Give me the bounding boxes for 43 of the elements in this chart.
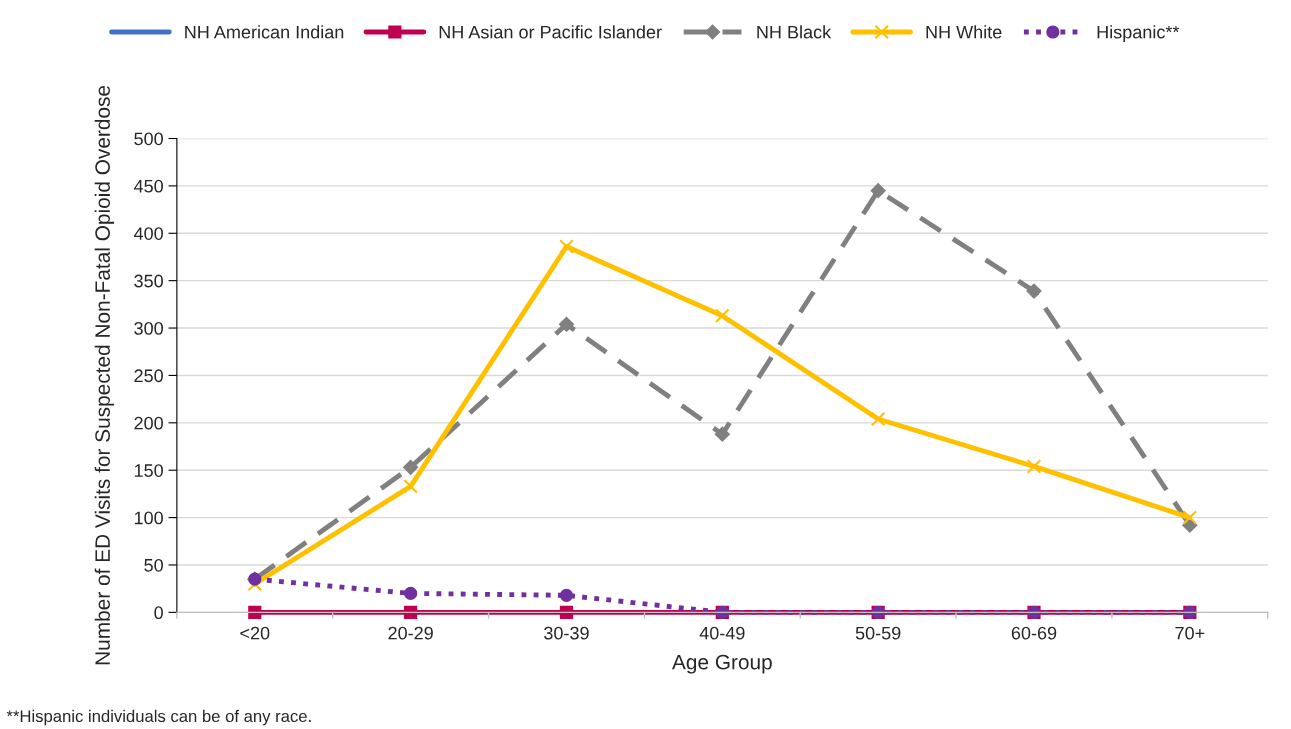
point [714,426,730,442]
y-axis-title: Number of ED Visits for Suspected Non-Fatal Opioid Overdose [94,85,115,665]
point [404,605,418,619]
point [870,411,886,427]
y-tick-label: 350 [134,274,163,288]
point [248,605,262,619]
y-tick-label: 500 [134,132,163,146]
point [559,605,574,619]
point [559,316,574,332]
x-axis-title: Age Group [671,654,772,674]
x-tick-label: 20-29 [388,626,433,640]
x-tick-label: 30-39 [544,626,589,640]
y-tick-label: 400 [133,227,163,240]
y-tick-label: 200 [134,416,163,430]
legend-label: Hispanic** [1097,25,1180,43]
y-tick-label: 250 [134,369,163,383]
x-tick-label: 40-49 [699,626,745,640]
point [1026,459,1042,474]
legend-label: NH American Indian [185,25,344,39]
legend-label: NH Asian or Pacific Islander [439,25,662,39]
point [870,183,886,199]
y-tick-label: 0 [154,606,163,620]
x-tick-label: <20 [240,626,270,640]
x-tick-label: 70+ [1175,626,1205,640]
point [1182,510,1198,525]
y-tick-label: 150 [134,464,163,477]
point [715,308,730,324]
legend-label: NH White [926,25,1002,39]
point [559,588,574,602]
legend-label: NH Black [757,25,832,39]
y-tick-label: 450 [133,179,163,193]
point [403,479,418,494]
point [559,239,574,254]
point [247,576,263,592]
y-tick-label: 300 [134,321,163,335]
point [403,459,419,475]
x-tick-label: 60-69 [1011,626,1057,640]
y-tick-label: 50 [144,558,163,572]
y-tick-label: 100 [134,511,163,525]
text: **Hispanic individuals can be of any race. [6,709,311,726]
x-tick-label: 50-59 [855,626,901,640]
point [404,586,418,600]
point [1026,283,1042,299]
